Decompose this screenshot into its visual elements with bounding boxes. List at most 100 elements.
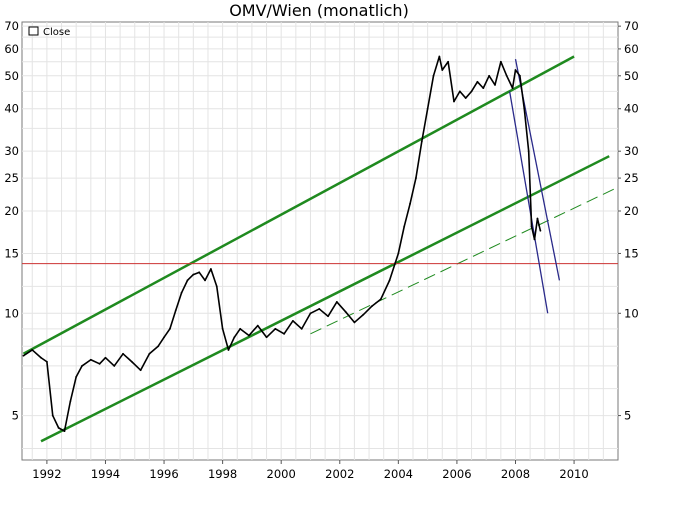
data-point	[40, 356, 42, 359]
data-point	[148, 352, 151, 355]
y-tick-left: 20	[4, 204, 19, 218]
data-point	[441, 69, 444, 71]
axis-ticks: 5 5 10 10 15 15 20 20 25 25 30 30 40 40 50 50 60 60 70 70 19…	[4, 19, 638, 481]
data-point	[505, 74, 508, 77]
data-point	[69, 400, 72, 403]
series-close	[22, 55, 542, 433]
y-tick-right: 10	[624, 306, 639, 320]
data-point	[233, 336, 236, 339]
data-point	[98, 362, 101, 365]
x-tick-label: 1994	[91, 467, 120, 481]
data-point	[388, 279, 391, 282]
y-tick-right: 50	[624, 69, 639, 83]
x-tick-label: 2006	[442, 467, 471, 481]
data-point	[292, 319, 294, 322]
y-tick-left: 10	[4, 306, 19, 320]
data-point	[204, 279, 206, 282]
y-tick-right: 25	[624, 171, 639, 185]
data-point	[518, 74, 521, 77]
y-tick-right: 20	[624, 204, 639, 218]
data-point	[75, 375, 78, 378]
gridlines	[22, 22, 618, 460]
data-point	[420, 140, 423, 143]
data-point	[488, 74, 491, 77]
data-point	[163, 336, 165, 339]
data-point	[533, 238, 536, 241]
data-point	[157, 345, 160, 348]
y-tick-left: 15	[4, 246, 19, 260]
data-point	[318, 308, 321, 310]
data-point	[169, 327, 171, 330]
data-point	[397, 252, 400, 255]
data-point	[494, 84, 496, 86]
data-point	[221, 327, 224, 330]
x-tick-label: 2010	[559, 467, 588, 481]
data-point	[432, 74, 435, 77]
data-point	[536, 217, 539, 220]
legend-label-close: Close	[43, 27, 70, 38]
data-point	[415, 177, 417, 179]
data-point	[180, 291, 183, 294]
y-tick-right: 15	[624, 246, 639, 260]
data-point	[470, 90, 473, 93]
data-point	[122, 352, 124, 355]
data-point	[22, 354, 25, 357]
data-point	[426, 107, 429, 110]
chart-title: OMV/Wien (monatlich)	[229, 1, 409, 20]
x-tick-label: 2000	[267, 467, 296, 481]
trendline-upper-channel	[22, 55, 575, 355]
data-point	[248, 334, 250, 337]
data-point	[476, 80, 479, 83]
y-tick-right: 30	[624, 144, 639, 158]
data-point	[453, 100, 455, 103]
data-point	[353, 321, 356, 324]
data-point	[335, 301, 338, 303]
data-point	[371, 305, 373, 307]
trendline-dashed-support	[310, 186, 619, 335]
data-point	[130, 360, 133, 363]
data-point	[464, 97, 467, 99]
x-tick-label: 1992	[32, 467, 61, 481]
data-point	[81, 365, 83, 367]
data-point	[31, 349, 34, 351]
y-tick-right: 60	[624, 42, 639, 56]
data-point	[514, 69, 517, 71]
y-tick-right: 70	[624, 19, 639, 33]
data-point	[210, 268, 212, 270]
data-point	[113, 365, 116, 367]
data-point	[63, 430, 66, 433]
data-point	[104, 356, 107, 359]
y-tick-left: 25	[4, 171, 19, 185]
plot-area	[21, 21, 619, 461]
data-point	[530, 225, 533, 228]
y-tick-right: 40	[624, 102, 639, 116]
x-tick-label: 2002	[325, 467, 354, 481]
y-tick-left: 50	[4, 69, 19, 83]
data-point	[327, 315, 329, 318]
trendlines	[22, 55, 619, 443]
data-point	[186, 279, 189, 282]
y-tick-left: 40	[4, 102, 19, 116]
data-point	[57, 426, 60, 429]
data-point	[51, 414, 54, 417]
x-tick-label: 2008	[501, 467, 530, 481]
trendline-down-trend-1	[508, 91, 549, 314]
data-point	[458, 90, 461, 93]
data-point	[447, 60, 450, 63]
data-point	[300, 327, 303, 330]
data-point	[256, 324, 259, 327]
data-point	[265, 336, 268, 339]
x-tick-label: 1998	[208, 467, 237, 481]
data-point	[379, 298, 382, 301]
data-point	[45, 360, 48, 363]
data-point	[239, 327, 242, 330]
data-point	[227, 349, 230, 351]
data-point	[499, 60, 502, 63]
data-point	[409, 202, 411, 205]
data-point	[511, 87, 514, 90]
data-point	[139, 369, 142, 372]
legend-swatch	[28, 26, 39, 36]
y-tick-left: 70	[4, 19, 19, 33]
data-point	[174, 309, 177, 312]
